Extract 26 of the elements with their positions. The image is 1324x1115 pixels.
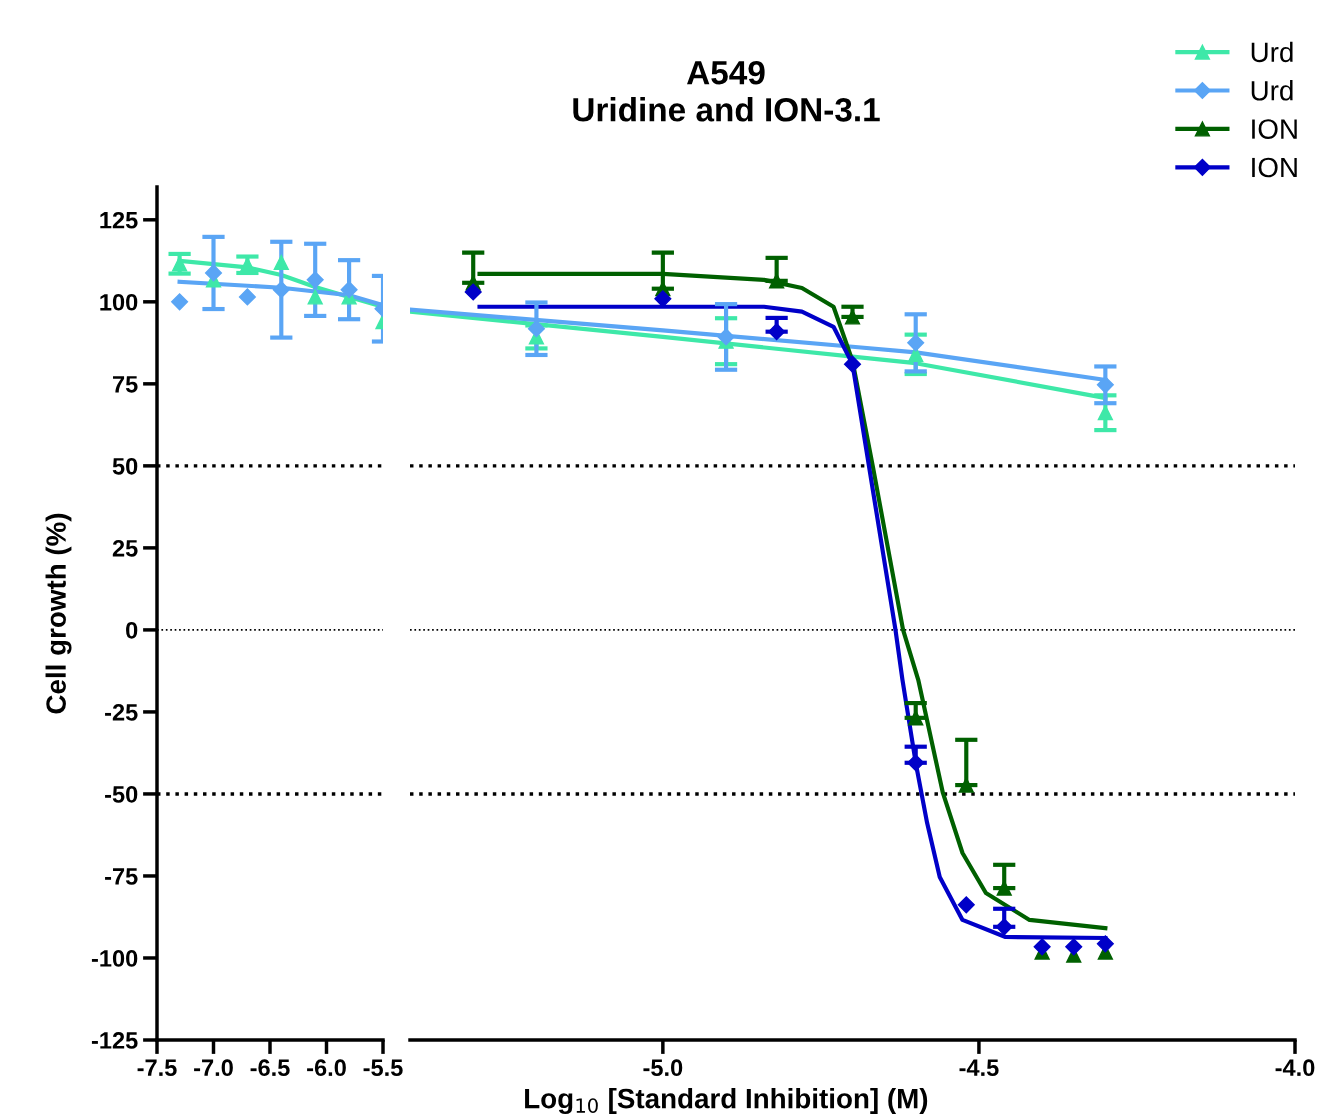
legend-label: Urd [1251,41,1293,63]
y-tick-label: 125 [100,211,138,229]
y-tick-label: -75 [105,868,138,885]
x-tick-label: -7.5 [137,1059,177,1077]
chart-title: A549 Uridine and ION-3.1 [573,60,880,122]
x-tick-label: -6.5 [250,1059,290,1077]
y-tick-label: 50 [112,457,138,475]
legend-label: ION [1252,157,1297,178]
legend-label: Urd [1251,80,1293,101]
x-tick-label: -5.0 [643,1059,683,1077]
y-tick-label: 25 [112,539,138,557]
y-axis-title: Cell growth (%) [45,513,72,714]
x-tick-label: -7.0 [194,1059,233,1077]
x-tick-label: -4.0 [1275,1059,1315,1077]
y-tick-label: 0 [126,621,138,639]
x-axis-title: Log$_{10}$ [Standard Inhibition] (M) [525,1088,928,1115]
x-tick-label: -5.5 [363,1059,403,1077]
x-tick-label: -4.5 [959,1059,999,1077]
y-tick-label: -125 [91,1032,138,1049]
y-tick-label: -50 [105,786,138,803]
y-tick-label: 100 [100,293,138,311]
y-tick-label: -25 [105,703,138,721]
y-tick-label: 75 [113,376,138,393]
y-tick-label: -100 [91,950,138,967]
x-tick-label: -6.0 [307,1059,346,1077]
legend-label: ION [1252,119,1297,139]
